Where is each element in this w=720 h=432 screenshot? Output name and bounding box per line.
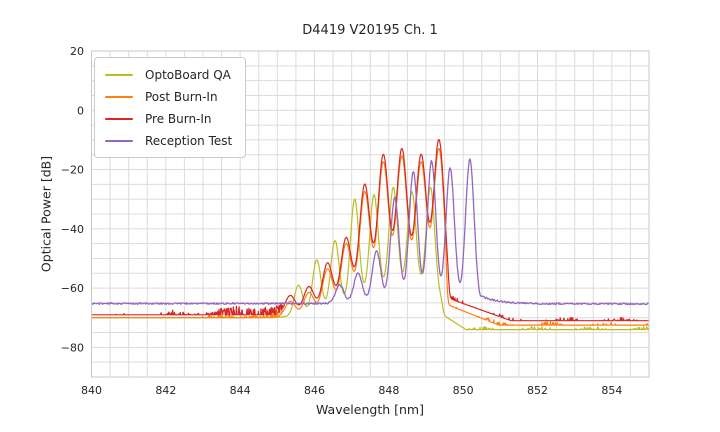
series-post-burn-in (91, 147, 649, 326)
x-tick-label: 846 (304, 384, 325, 397)
x-tick-label: 854 (601, 384, 622, 397)
legend-swatch-post-burn-in (105, 95, 133, 99)
y-tick-label: 0 (77, 104, 84, 117)
x-tick-label: 844 (230, 384, 251, 397)
legend: OptoBoard QA Post Burn-In Pre Burn-In Re… (94, 57, 246, 158)
legend-swatch-optoboard-qa (105, 73, 133, 77)
legend-item-optoboard-qa: OptoBoard QA (95, 64, 245, 86)
y-tick-label: −40 (61, 223, 84, 236)
chart-title: D4419 V20195 Ch. 1 (302, 23, 438, 38)
legend-label-optoboard-qa: OptoBoard QA (145, 68, 231, 82)
legend-swatch-pre-burn-in (105, 117, 133, 121)
y-axis-label: Optical Power [dB] (38, 155, 54, 273)
legend-label-pre-burn-in: Pre Burn-In (145, 112, 212, 126)
x-tick-label: 848 (378, 384, 399, 397)
legend-item-pre-burn-in: Pre Burn-In (95, 108, 245, 130)
y-tick-label: 20 (70, 45, 84, 58)
tick-labels: 840 842 844 846 848 850 852 854 20 0 −20 −40 −60 −80 (61, 45, 623, 397)
series-pre-burn-in (91, 138, 649, 322)
axes-border (91, 50, 650, 378)
series-reception-test (91, 158, 649, 306)
x-tick-label: 850 (453, 384, 474, 397)
y-tick-label: −20 (61, 164, 84, 177)
legend-item-post-burn-in: Post Burn-In (95, 86, 245, 108)
x-tick-label: 840 (81, 384, 102, 397)
y-tick-label: −60 (61, 282, 84, 295)
legend-label-post-burn-in: Post Burn-In (145, 90, 218, 104)
x-axis-label: Wavelength [nm] (316, 402, 424, 417)
legend-item-reception-test: Reception Test (95, 130, 245, 152)
x-tick-label: 852 (527, 384, 548, 397)
legend-label-reception-test: Reception Test (145, 134, 233, 148)
legend-swatch-reception-test (105, 139, 133, 143)
x-tick-label: 842 (155, 384, 176, 397)
y-tick-label: −80 (61, 341, 84, 354)
spectra-curves (91, 138, 649, 331)
